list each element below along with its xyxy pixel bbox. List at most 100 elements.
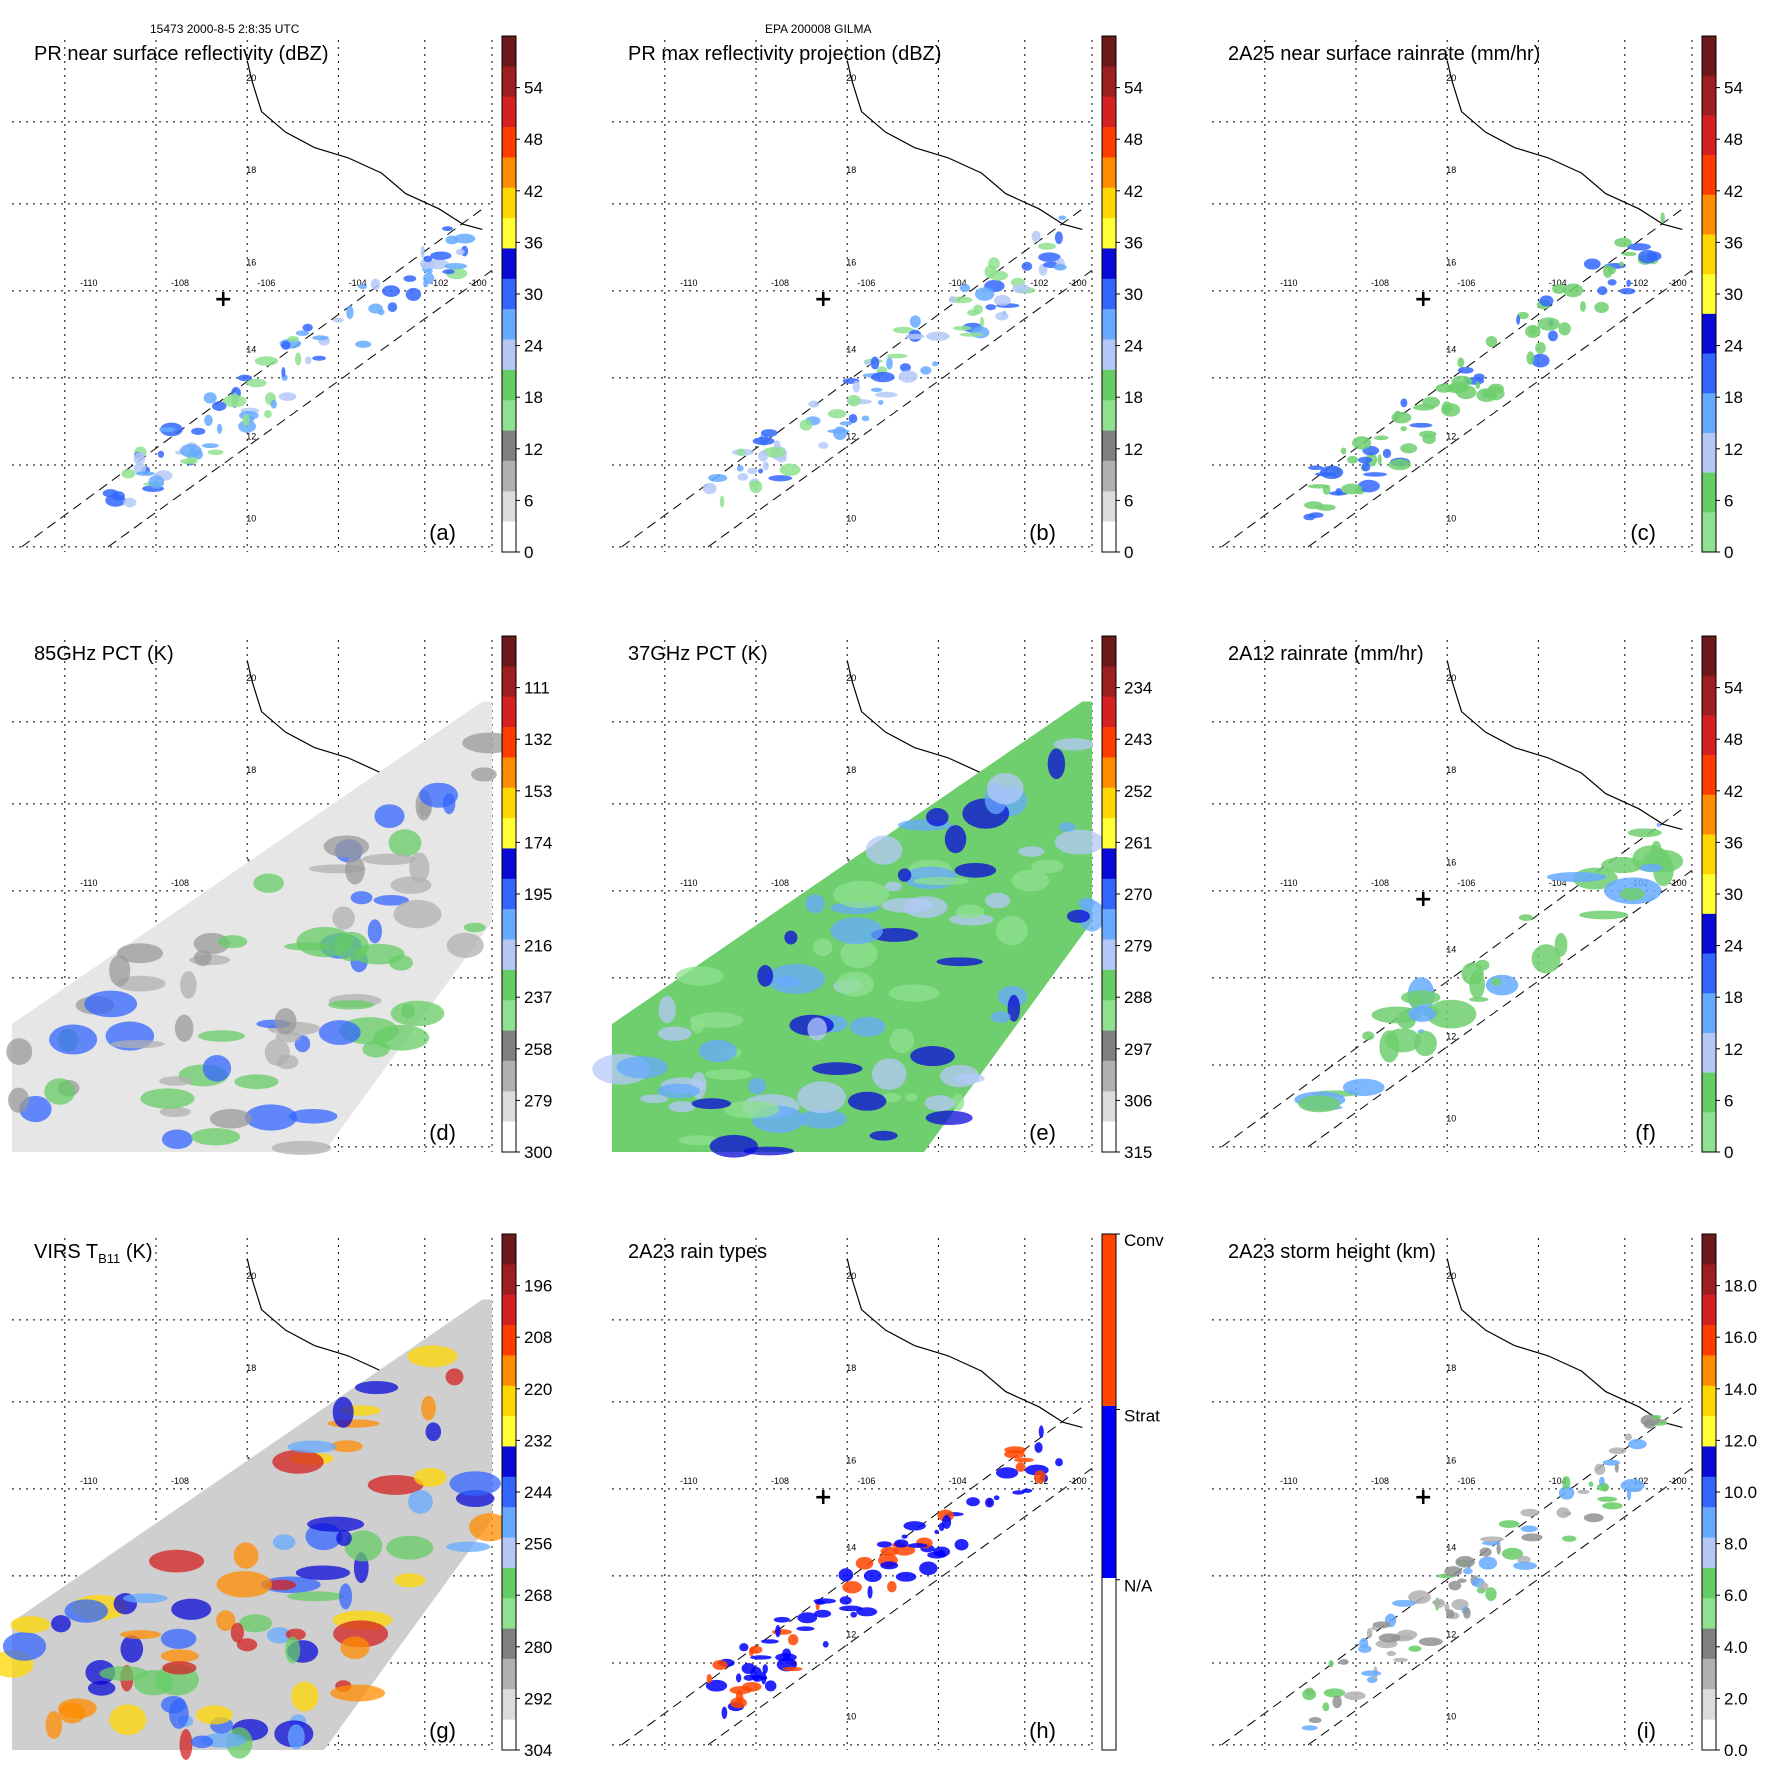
echo-blob [1358,1644,1372,1653]
lon-tick-label: -106 [1457,278,1475,288]
field-blob [640,1094,669,1104]
echo-blob [281,340,291,350]
echo-blob [1382,448,1392,459]
field-blob [115,975,166,992]
echo-blob [1521,1533,1543,1542]
colorbar-swatch [502,1264,516,1296]
echo-blob [111,491,125,501]
colorbar-label: 6 [524,491,533,510]
colorbar-swatch [502,1060,516,1092]
colorbar-swatch [502,909,516,941]
echo-blob [749,1647,754,1657]
echo-blob [1315,504,1336,511]
field-blob [373,895,410,906]
colorbar-label: 0 [1724,1143,1733,1162]
field-blob [234,1074,279,1090]
lon-tick-label: -106 [1457,1476,1475,1486]
echo-blob [839,1596,852,1605]
echo-blob [1491,977,1502,987]
colorbar-swatch [502,400,516,432]
colorbar-swatch [1702,472,1716,513]
field-blob [469,1513,510,1542]
echo-blob [752,437,775,446]
echo-blob [1651,1414,1662,1420]
echo-blob [985,304,997,311]
panel-i: -110-108-106-104-102-100201816141210+2A2… [1212,1233,1757,1760]
field-blob [944,825,967,854]
panel-title: PR max reflectivity projection (dBZ) [628,43,941,65]
field-blob [990,1011,1011,1023]
colorbar-swatch [1702,1507,1716,1539]
field-blob [463,922,486,933]
echo-blob [895,1571,917,1582]
field-blob [910,1046,955,1067]
colorbar-swatch [1102,460,1116,492]
field-blob [849,1016,886,1037]
echo-blob [455,248,465,256]
lat-tick-label: 18 [846,1363,856,1373]
echo-blob [425,258,450,270]
echo-blob [959,283,971,293]
colorbar-label: 270 [1124,885,1152,904]
field-blob [216,1610,236,1631]
colorbar-label: 12 [1724,1040,1743,1059]
echo-blob [827,409,847,419]
field-blob [64,1599,109,1623]
field-blob [58,1702,86,1724]
echo-blob [702,482,717,495]
field-blob [99,1666,149,1681]
echo-blob [1601,1502,1623,1510]
echo-blob [358,283,368,290]
field-blob [45,1710,63,1739]
colorbar-swatch [502,818,516,849]
echo-blob [1539,295,1554,307]
field-blob [295,1565,351,1581]
field-blob [799,1109,847,1129]
echo-blob [121,469,136,479]
echo-blob [948,296,957,303]
echo-blob [203,392,217,404]
echo-blob [1619,287,1636,295]
echo-blob [870,387,883,392]
colorbar-swatch [1102,727,1116,758]
echo-blob [1362,1031,1375,1041]
field-blob [202,1054,232,1082]
field-blob [109,1704,147,1735]
echo-blob [1058,215,1067,220]
field-blob [386,1535,434,1560]
echo-blob [1377,453,1382,466]
colorbar-swatch [1702,953,1716,994]
colorbar-swatch [502,369,516,401]
echo-blob [996,1467,1019,1479]
field-blob [190,1735,214,1749]
colorbar-label: 256 [524,1535,552,1554]
colorbar-swatch [502,339,516,371]
echo-blob [1531,353,1550,368]
field-blob [160,1649,199,1663]
lat-tick-label: 18 [1446,165,1456,175]
field-blob [218,935,248,949]
echo-blob [907,1543,928,1548]
coastline [1446,60,1683,231]
echo-blob [952,325,972,331]
echo-blob [909,315,921,328]
colorbar-swatch [1102,666,1116,698]
orbit-timestamp: 15473 2000-8-5 2:8:35 UTC [150,22,300,36]
swath-edge [1307,869,1693,1148]
echo-blob [1626,279,1631,287]
colorbar-swatch [1102,909,1116,941]
echo-blob [382,285,401,297]
colorbar-swatch [502,1628,516,1660]
echo-blob [294,352,302,366]
field-blob [690,1018,704,1034]
panel-f: -110-108-106-104-102-100201816141210+2A1… [1212,635,1743,1162]
echo-blob [1012,284,1031,294]
echo-blob [808,400,820,408]
field-blob [354,1381,399,1395]
echo-blob [1378,1633,1401,1643]
colorbar-swatch [1102,309,1116,341]
echo-blob [739,1643,749,1652]
colorbar-swatch [1102,757,1116,789]
lat-tick-label: 10 [1446,1711,1456,1721]
field-blob [373,1024,430,1051]
